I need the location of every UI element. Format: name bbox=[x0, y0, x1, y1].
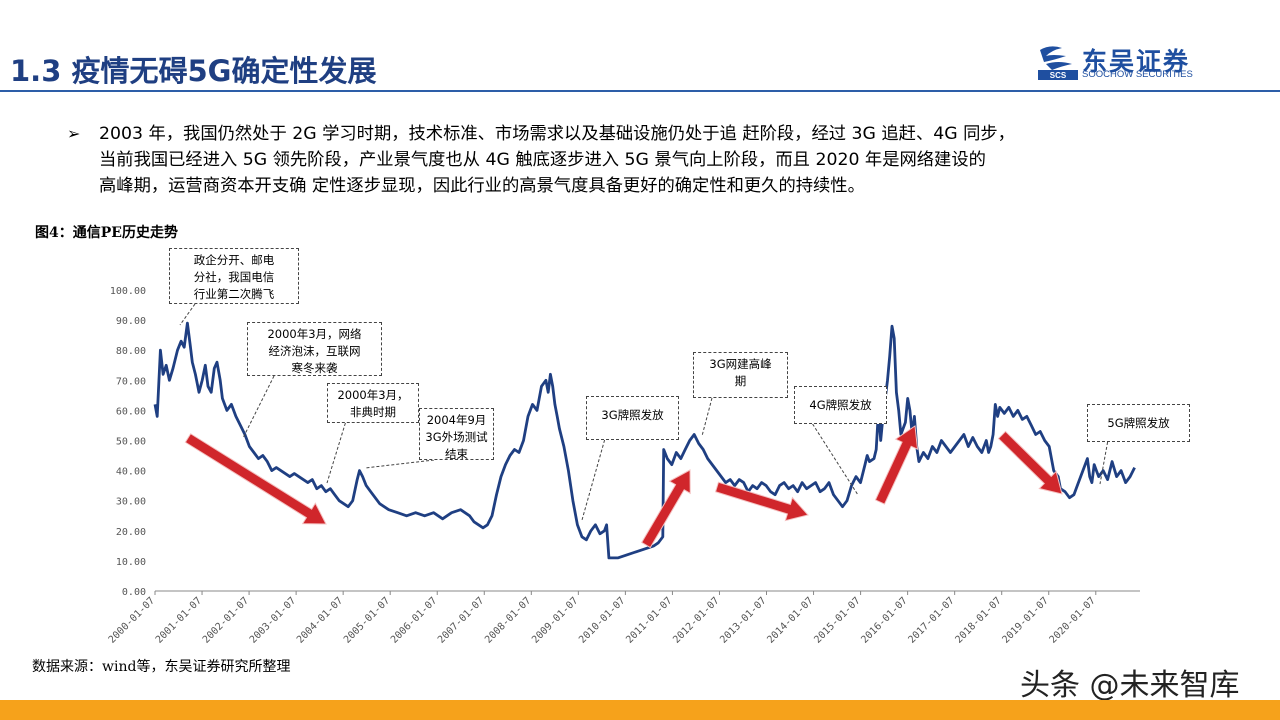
annotation-text: 3G外场测试 bbox=[425, 430, 488, 444]
annotation-text: 4G牌照发放 bbox=[809, 398, 872, 412]
trend-arrow-down-2 bbox=[714, 481, 809, 522]
y-tick-label: 70.00 bbox=[116, 376, 146, 387]
trend-arrow-up-1 bbox=[641, 469, 691, 549]
y-tick-label: 30.00 bbox=[116, 497, 146, 508]
trend-arrow-down-3 bbox=[997, 430, 1063, 495]
annotation-text: 行业第二次腾飞 bbox=[193, 287, 275, 301]
x-tick-label: 2009-01-07 bbox=[530, 595, 580, 645]
annotation-box: 2004年9月 3G外场测试 结束 bbox=[419, 408, 494, 461]
annotation-text: 2000年3月， bbox=[337, 388, 409, 402]
annotation-text: 结束 bbox=[445, 447, 468, 461]
x-tick-label: 2002-01-07 bbox=[201, 595, 251, 645]
x-tick-label: 2007-01-07 bbox=[436, 595, 486, 645]
header-divider bbox=[0, 90, 1280, 92]
x-tick-label: 2018-01-07 bbox=[953, 595, 1003, 645]
annotation-box: 3G网建高峰期 bbox=[693, 352, 788, 398]
x-tick-label: 2016-01-07 bbox=[859, 595, 909, 645]
x-tick-label: 2015-01-07 bbox=[812, 595, 862, 645]
annotation-text: 经济泡沫，互联网 bbox=[268, 344, 361, 358]
data-source: 数据来源：wind等，东吴证券研究所整理 bbox=[32, 659, 291, 675]
annotation-text: 3G牌照发放 bbox=[601, 408, 664, 422]
company-logo: SCS 东吴证券 SOOCHOW SECURITIES bbox=[1036, 44, 1216, 84]
bullet-line-3: 高峰期，运营商资本开支确 定性逐步显现，因此行业的高景气度具备更好的确定性和更久… bbox=[99, 176, 865, 196]
annotation-leader-line bbox=[581, 439, 606, 521]
x-tick-label: 2004-01-07 bbox=[295, 595, 345, 645]
y-tick-label: 40.00 bbox=[116, 467, 146, 478]
x-tick-label: 2019-01-07 bbox=[1001, 595, 1051, 645]
y-tick-label: 80.00 bbox=[116, 346, 146, 357]
logo-name-cn: 东吴证券 bbox=[1082, 47, 1191, 76]
annotation-box: 3G牌照发放 bbox=[586, 396, 679, 440]
x-tick-label: 2010-01-07 bbox=[577, 595, 627, 645]
x-tick-label: 2000-01-07 bbox=[107, 595, 157, 645]
figure-title: 图4：通信PE历史走势 bbox=[35, 225, 178, 241]
pe-series-line bbox=[153, 321, 1136, 560]
annotation-text: 寒冬来袭 bbox=[291, 361, 338, 375]
page-title: 1.3 疫情无碍5G确定性发展 bbox=[10, 54, 377, 88]
annotation-leader-line bbox=[242, 375, 275, 439]
trend-arrow-up-2 bbox=[874, 425, 919, 505]
bullet-line-1: 2003 年，我国仍然处于 2G 学习时期，技术标准、市场需求以及基础设施仍处于… bbox=[99, 124, 1015, 144]
y-tick-label: 100.00 bbox=[110, 286, 146, 297]
annotation-box: 政企分开、邮电 分社，我国电信 行业第二次腾飞 bbox=[169, 248, 299, 304]
x-tick-label: 2005-01-07 bbox=[342, 595, 392, 645]
annotation-leader-line bbox=[812, 423, 859, 496]
x-tick-label: 2014-01-07 bbox=[765, 595, 815, 645]
annotation-text: 5G牌照发放 bbox=[1107, 416, 1170, 430]
annotation-text: 期 bbox=[734, 374, 747, 388]
y-tick-label: 50.00 bbox=[116, 437, 146, 448]
x-tick-label: 2006-01-07 bbox=[389, 595, 439, 645]
bullet-line-2: 当前我国已经进入 5G 领先阶段，产业景气度也从 4G 触底逐步进入 5G 景气… bbox=[99, 150, 986, 170]
annotation-text: 分社，我国电信 bbox=[193, 270, 275, 284]
bullet-arrow-icon: ➢ bbox=[67, 124, 81, 143]
x-tick-label: 2017-01-07 bbox=[906, 595, 956, 645]
x-tick-label: 2003-01-07 bbox=[248, 595, 298, 645]
y-tick-label: 10.00 bbox=[116, 557, 146, 568]
annotation-box: 2000年3月，网络 经济泡沫，互联网 寒冬来袭 bbox=[247, 322, 382, 376]
annotation-text: 3G网建高峰 bbox=[709, 357, 772, 371]
y-tick-label: 20.00 bbox=[116, 527, 146, 538]
x-tick-label: 2020-01-07 bbox=[1048, 595, 1098, 645]
y-tick-label: 60.00 bbox=[116, 406, 146, 417]
annotation-text: 政企分开、邮电 bbox=[193, 253, 275, 267]
y-tick-label: 90.00 bbox=[116, 316, 146, 327]
trend-arrow-down-1 bbox=[184, 433, 327, 525]
bullet-paragraph: ➢ 2003 年，我国仍然处于 2G 学习时期，技术标准、市场需求以及基础设施仍… bbox=[67, 121, 1248, 199]
watermark: 头条 @未来智库 bbox=[1020, 668, 1240, 703]
y-tick-label: 0.00 bbox=[122, 587, 146, 598]
annotation-leader-line bbox=[326, 422, 346, 484]
x-tick-label: 2013-01-07 bbox=[718, 595, 768, 645]
annotation-leader-line bbox=[364, 459, 435, 469]
annotation-box: 5G牌照发放 bbox=[1087, 404, 1190, 442]
annotation-leader-line bbox=[701, 397, 713, 437]
annotation-leader-line bbox=[179, 303, 196, 326]
annotation-box: 4G牌照发放 bbox=[794, 386, 887, 424]
annotation-leader-line bbox=[1099, 441, 1109, 485]
logo-badge: SCS bbox=[1050, 71, 1067, 80]
x-tick-label: 2012-01-07 bbox=[671, 595, 721, 645]
logo-name-en: SOOCHOW SECURITIES bbox=[1082, 69, 1193, 80]
annotation-text: 非典时期 bbox=[350, 405, 396, 419]
annotation-text: 2004年9月 bbox=[426, 413, 487, 427]
footer-bar bbox=[0, 700, 1280, 720]
x-tick-label: 2008-01-07 bbox=[483, 595, 533, 645]
x-tick-label: 2011-01-07 bbox=[624, 595, 674, 645]
soochow-logo-icon: SCS bbox=[1038, 46, 1078, 80]
x-tick-label: 2001-01-07 bbox=[154, 595, 204, 645]
annotation-box: 2000年3月， 非典时期 bbox=[327, 383, 419, 423]
annotation-text: 2000年3月，网络 bbox=[267, 327, 362, 341]
